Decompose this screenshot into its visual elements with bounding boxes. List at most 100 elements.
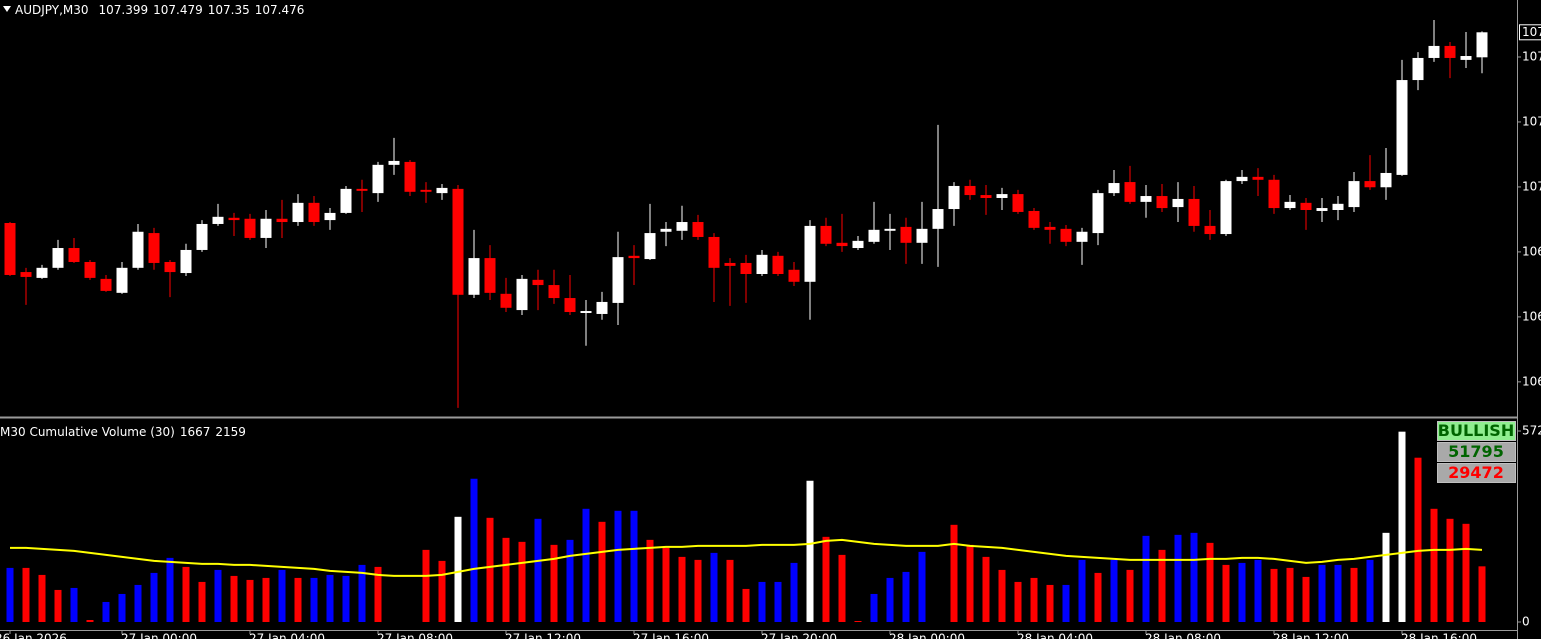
candle-body [868, 229, 880, 242]
candle-body [1300, 202, 1312, 211]
candle-body [324, 212, 336, 221]
volume-bar [598, 521, 606, 622]
bear-badge [1437, 463, 1516, 483]
volume-bar [470, 478, 478, 622]
candle-body [196, 223, 208, 250]
candle-body [228, 217, 240, 221]
candle-body [1076, 231, 1088, 242]
volume-bar [678, 556, 686, 622]
candle-body [852, 240, 864, 249]
volume-bar [1286, 567, 1294, 622]
candle-body [564, 298, 576, 313]
candle-body [580, 311, 592, 313]
candle-body [916, 228, 928, 243]
volume-bar [886, 577, 894, 622]
candle-body [788, 269, 800, 282]
y-tick-label: 107.400 [1522, 49, 1541, 63]
candle-body [404, 161, 416, 192]
volume-bar [726, 559, 734, 622]
volume-bar [550, 544, 558, 622]
candle-body [276, 218, 288, 223]
volume-bar [1462, 523, 1470, 622]
volume-bar [1334, 564, 1342, 622]
candle-body [436, 187, 448, 194]
candle-body [1124, 182, 1136, 202]
volume-bar [582, 508, 590, 622]
y-tick-label: 0 [1522, 615, 1530, 629]
candle-body [100, 278, 112, 291]
volume-bar [1430, 508, 1438, 622]
chart-header: AUDJPY,M30 107.399 107.479 107.35 107.476 [15, 3, 304, 17]
candle-body [1204, 225, 1216, 235]
x-tick-label: 27 Jan 00:00 [121, 632, 197, 639]
candle-body [164, 261, 176, 273]
volume-bar [742, 588, 750, 622]
candle-body [292, 202, 304, 223]
candle-body [308, 202, 320, 223]
volume-bar [1270, 568, 1278, 622]
symbol: AUDJPY,M30 [15, 3, 89, 17]
candle-body [532, 279, 544, 286]
volume-bar [198, 581, 206, 622]
volume-bar [374, 566, 382, 622]
volume-bar [310, 577, 318, 622]
volume-bar [982, 556, 990, 622]
candle-body [1140, 196, 1152, 202]
volume-bar [54, 589, 62, 622]
volume-bar [1126, 569, 1134, 622]
volume-bar [694, 559, 702, 622]
volume-bar [758, 581, 766, 622]
volume-bar [870, 593, 878, 622]
volume-bar [502, 537, 510, 622]
candle-body [1012, 194, 1024, 212]
y-tick-label: 106.800 [1522, 244, 1541, 258]
volume-bar [134, 584, 142, 622]
candle-body [708, 236, 720, 268]
candle-body [484, 258, 496, 293]
y-tick-label: 107.200 [1522, 114, 1541, 128]
volume-bar [182, 566, 190, 622]
candle-body [692, 222, 704, 237]
volume-bar [1350, 567, 1358, 622]
volume-bar [1030, 577, 1038, 622]
volume-bar [1158, 549, 1166, 622]
volume-bar [630, 510, 638, 622]
x-tick-label: 27 Jan 08:00 [377, 632, 453, 639]
volume-bar [422, 549, 430, 622]
candle-body [148, 233, 160, 263]
volume-bar [246, 579, 254, 622]
volume-bar [262, 577, 270, 622]
candle-body [1380, 172, 1392, 188]
x-tick-label: 28 Jan 00:00 [889, 632, 965, 639]
volume-bar [1062, 584, 1070, 622]
candle-body [772, 255, 784, 275]
volume-bar [1478, 566, 1486, 622]
volume-bar [358, 564, 366, 622]
signal-text: BULLISH [1438, 421, 1514, 440]
volume-bar [662, 547, 670, 622]
candle-body [356, 188, 368, 191]
candle-body [996, 194, 1008, 198]
volume-bar [1142, 535, 1150, 622]
candle-body [180, 249, 192, 274]
candle-body [52, 248, 64, 268]
candle-body [1188, 198, 1200, 226]
candle-body [1284, 201, 1296, 209]
candle-body [372, 164, 384, 194]
last-close: 107.476 [255, 3, 305, 17]
volume-bar [1110, 559, 1118, 622]
candle-body [932, 209, 944, 229]
volume-bar [854, 620, 862, 622]
last-open: 107.399 [99, 3, 149, 17]
volume-bar [1078, 559, 1086, 622]
volume-bar [342, 575, 350, 622]
candle-body [68, 248, 80, 262]
menu-arrow[interactable] [3, 6, 11, 12]
candle-body [804, 225, 816, 282]
volume-bar [1302, 576, 1310, 622]
candle-body [1220, 181, 1232, 235]
y-tick-label: 106.600 [1522, 309, 1541, 323]
candle-body [116, 267, 128, 293]
